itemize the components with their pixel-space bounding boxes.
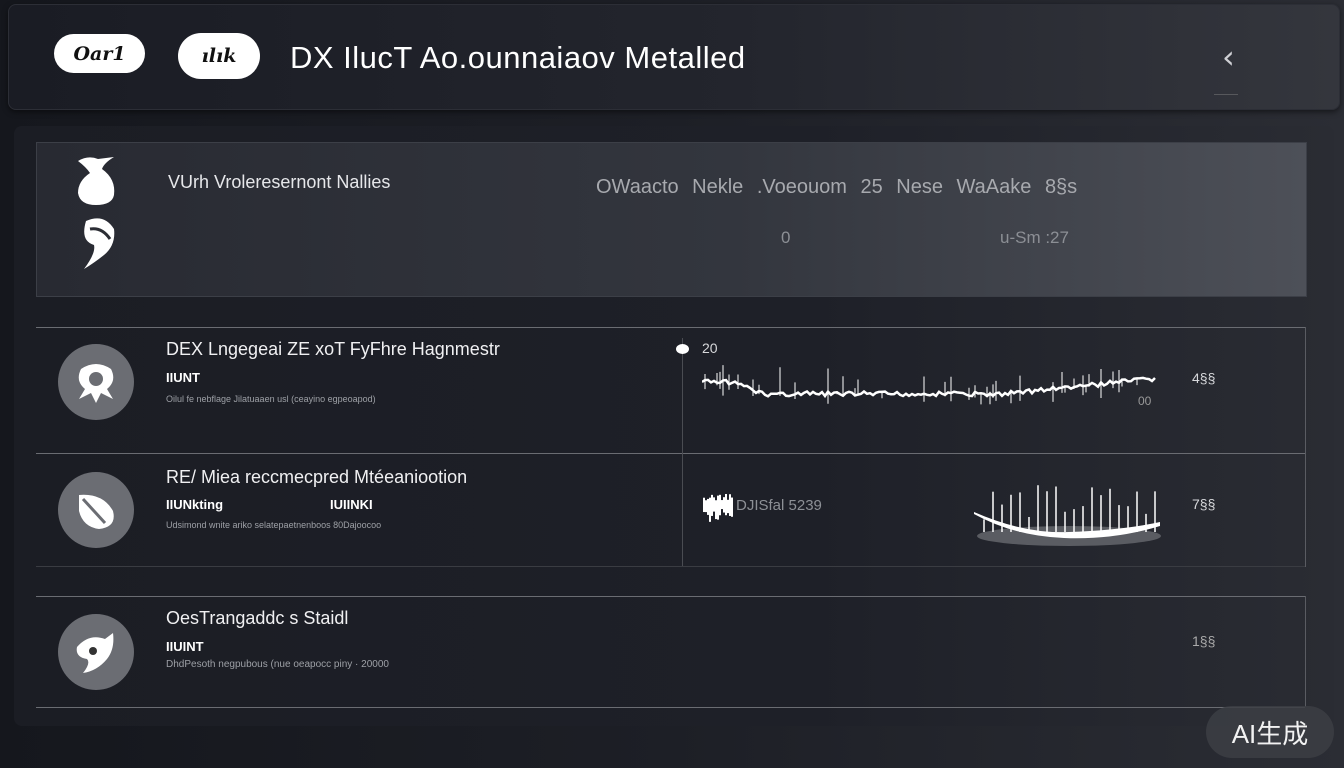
summary-stats: OWaacto Nekle .Voeouom 25 Nese WaAake 8§… (596, 176, 1078, 198)
bird-icon (78, 157, 115, 269)
row-description: DhdPesoth negpubous (nue oeapocc piny · … (166, 659, 389, 670)
swirl-icon (58, 614, 134, 690)
bowl-chart (974, 485, 1161, 546)
row-subtitle: IIUINT (166, 639, 204, 654)
row-description: Udsimond wnite ariko selatepaetnenboos 8… (166, 520, 382, 530)
chevron-left-icon[interactable]: ‹ (1222, 38, 1235, 76)
summary-value-1: 0 (781, 228, 791, 247)
column-divider (682, 338, 683, 566)
divider (36, 566, 1305, 567)
row-description: Oilul fe nebflage Jilatuaaen usl (ceayin… (166, 394, 376, 404)
chart-label: 20 (702, 340, 718, 356)
summary-value-2: u-Sm :27 (1000, 228, 1069, 247)
row-subtitle: IIUNkting (166, 497, 224, 512)
pill-button-2[interactable]: ılık (178, 33, 260, 79)
row-title: DEX Lngegeai ZE xoT FyFhre Hagnmestr (166, 339, 500, 359)
row-subtitle-2: IUIINKI (330, 497, 373, 512)
leaf-icon (58, 472, 134, 548)
summary-card (36, 142, 1307, 297)
waveform-line (702, 376, 1156, 399)
chart-end-label: 00 (1138, 394, 1152, 408)
row-border (1305, 596, 1306, 707)
watermark: AI生成 (1206, 706, 1334, 758)
chart-label: DJISfal 5239 (736, 497, 822, 514)
summary-title: VUrh Vroleresernont Nallies (168, 172, 391, 192)
list-item[interactable]: OesTrangaddc s Staidl IIUINT DhdPesoth n… (36, 597, 1305, 707)
row-subtitle: IIUNT (166, 370, 200, 385)
wave-icon (84, 218, 115, 269)
dot-icon (676, 344, 689, 354)
side-value: 4§§ (1192, 370, 1216, 386)
back-caption: ———— (1214, 92, 1238, 98)
row-border (1305, 327, 1306, 567)
divider (36, 707, 1305, 708)
side-value: 1§§ (1192, 633, 1216, 649)
mini-waveform (703, 494, 733, 522)
page-title: DX IlucT Ao.ounnaiaov Metalled (290, 40, 746, 75)
row-title: OesTrangaddc s Staidl (166, 608, 349, 628)
divider (36, 596, 1305, 597)
side-value: 7§§ (1192, 496, 1216, 512)
list-item[interactable]: DEX Lngegeai ZE xoT FyFhre Hagnmestr IIU… (36, 328, 1305, 453)
list-item[interactable]: RE/ Miea reccmecpred Mtéeaniootion IIUNk… (36, 454, 1305, 566)
row-title: RE/ Miea reccmecpred Mtéeaniootion (166, 467, 468, 487)
waveform-chart (702, 365, 1156, 405)
pill-button-1[interactable]: Oar1 (54, 34, 145, 73)
divider (36, 327, 1305, 328)
shield-bird-icon (58, 344, 134, 420)
divider (36, 453, 1305, 454)
